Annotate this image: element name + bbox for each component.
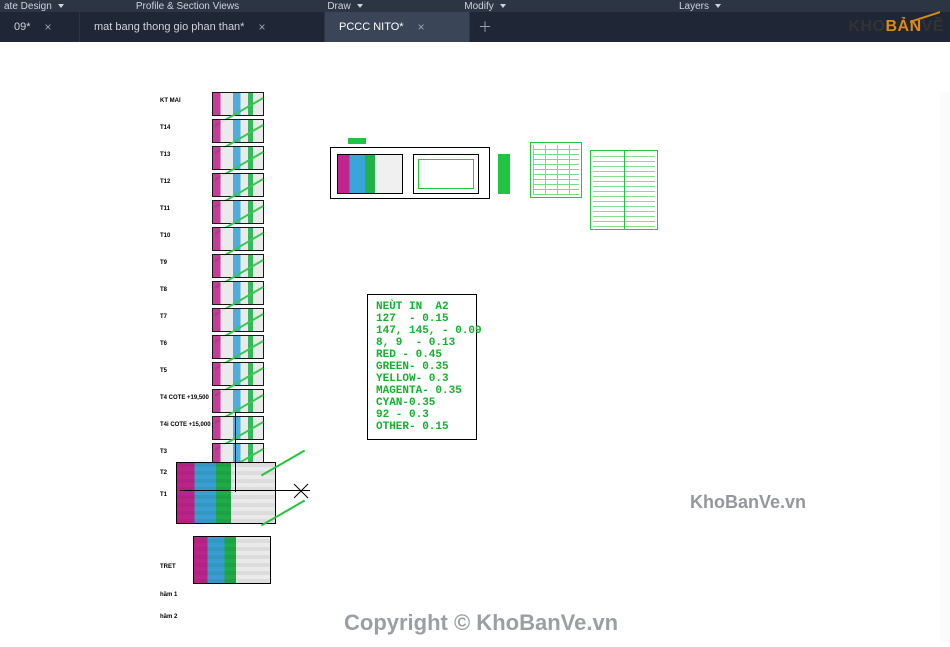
menu-design[interactable]: ate Design [0,0,95,12]
floor-thumb [212,416,264,440]
small-green-tag [348,138,366,144]
brand-logo: KHOBẢNVẼ [848,14,944,40]
menu-profile-section[interactable]: Profile & Section Views [95,0,280,12]
watermark-small: KhoBanVe.vn [690,492,806,513]
tab-doc-1[interactable]: mat bang thong gio phan than* × [80,12,325,42]
floor-label: T6 [160,341,167,347]
tab-doc-2[interactable]: PCCC NITO* × [325,12,470,42]
schedule-box-2 [590,150,658,230]
floor-label: T10 [160,233,170,239]
floor-thumb [212,362,264,386]
close-icon[interactable]: × [45,20,52,34]
tab-label: PCCC NITO* [339,21,404,33]
watermark-copyright: Copyright © KhoBanVe.vn [344,610,618,636]
floor-thumb [212,92,264,116]
floor-thumb [212,389,264,413]
floor-label: T13 [160,152,170,158]
close-icon[interactable]: × [258,20,265,34]
floor-label: T7 [160,314,167,320]
schedule-box-1 [530,142,582,198]
floor-label: hầm 2 [160,614,177,620]
document-tabbar: 09* × mat bang thong gio phan than* × PC… [0,12,950,42]
roof-icon [910,12,940,22]
logo-part1: KHO [848,18,885,36]
floor-label: TRET [160,564,176,570]
scrollbar-vertical[interactable] [940,92,950,642]
floor-label: T11 [160,206,170,212]
floor-label: T5 [160,368,167,374]
top-menubar: ate Design Profile & Section Views Draw … [0,0,950,12]
floor-thumb [212,227,264,251]
ground-plan-1 [176,462,276,524]
floor-label: T4i COTE +15,000 [160,422,211,428]
floor-label: KT MAI [160,98,181,104]
floor-thumb [212,254,264,278]
menu-layers[interactable]: Layers [560,0,840,12]
floor-thumb [212,281,264,305]
floor-label: T8 [160,287,167,293]
tab-doc-0[interactable]: 09* × [0,12,80,42]
floor-label: T9 [160,260,167,266]
floor-thumb [212,146,264,170]
floor-thumb [212,173,264,197]
x-mark-icon [292,482,310,500]
legend-bar [498,154,510,194]
close-icon[interactable]: × [418,20,425,34]
menu-draw[interactable]: Draw [280,0,410,12]
floor-thumb [212,335,264,359]
floor-label: T12 [160,179,170,185]
floor-label: T2 [160,470,167,476]
floor-thumb [212,119,264,143]
section-hline [180,490,310,491]
drawing-canvas[interactable]: KT MAI T14 T13 T12 T11 T10 T9 T8 T7 T6 T5 T4 COTE +… [0,42,950,647]
floor-thumb [212,308,264,332]
floor-label: hầm 1 [160,592,177,598]
sheet-pair [330,147,490,199]
tab-label: mat bang thong gio phan than* [94,21,244,33]
floor-label: T4 COTE +19,500 [160,395,209,401]
plot-style-note: NEÙT IN A2 127 - 0.15 147, 145, - 0.09 8… [367,294,477,440]
ground-plan-2 [193,536,271,584]
section-vline [235,412,236,492]
floor-label: T1 [160,492,167,498]
floor-thumb [212,200,264,224]
floor-label: T3 [160,449,167,455]
menu-modify[interactable]: Modify [410,0,560,12]
tab-label: 09* [14,21,31,33]
new-tab-button[interactable]: ＋ [470,12,500,42]
floor-label: T14 [160,125,170,131]
